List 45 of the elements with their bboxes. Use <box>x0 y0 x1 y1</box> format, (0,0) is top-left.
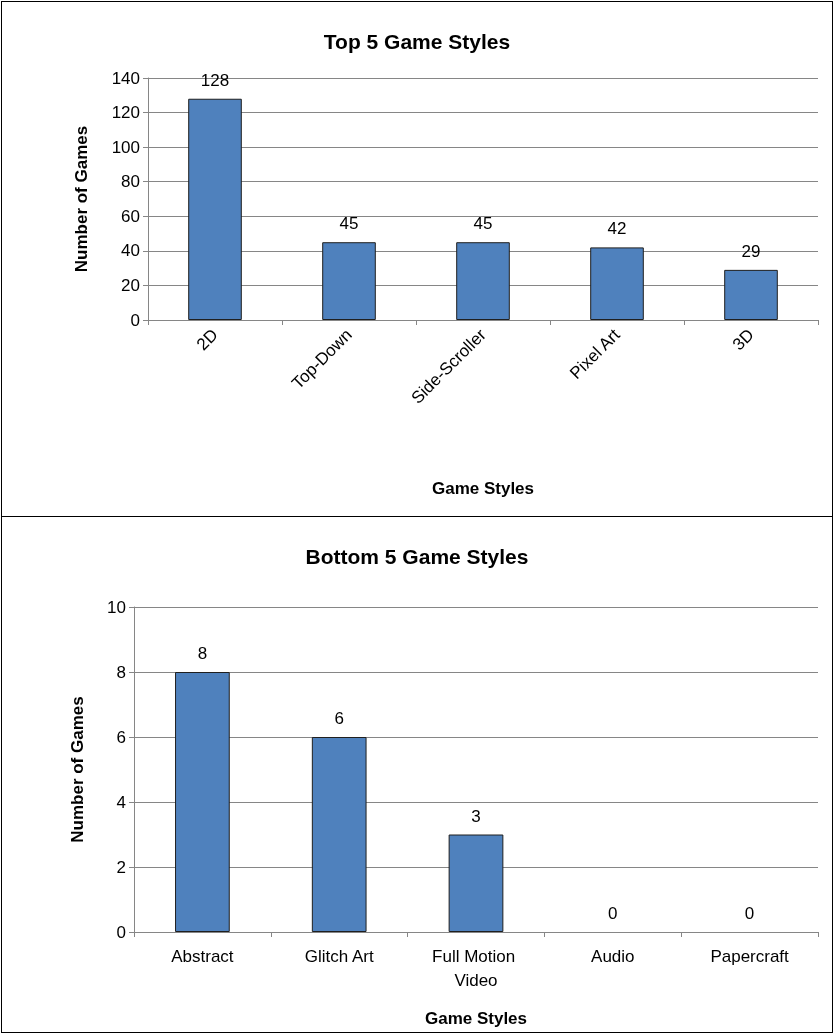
y-tick-label: 4 <box>116 792 126 812</box>
y-tick-label: 60 <box>121 206 140 226</box>
y-tick-label: 8 <box>116 662 126 682</box>
x-tick-label: Audio <box>591 946 635 966</box>
data-label: 0 <box>608 904 618 923</box>
x-tick-label: 2D <box>192 325 222 355</box>
bar <box>188 98 242 320</box>
y-tick-label: 2 <box>116 857 126 877</box>
data-label: 128 <box>200 70 230 90</box>
bar <box>590 247 644 320</box>
bar <box>456 242 510 320</box>
x-tick-label: Full Motion Video <box>432 946 520 990</box>
bar <box>322 242 376 320</box>
x-tick-label: Abstract <box>171 946 234 966</box>
data-label: 45 <box>339 214 359 234</box>
data-label: 45 <box>473 214 493 234</box>
y-axis-title: Number of Games <box>68 696 87 843</box>
y-tick-label: 20 <box>121 275 140 295</box>
x-axis-title: Game Styles <box>431 479 535 498</box>
y-tick-label: 10 <box>107 597 126 617</box>
x-tick-label: Glitch Art <box>304 946 374 966</box>
y-tick-label: 140 <box>111 68 140 88</box>
y-tick-label: 6 <box>116 727 126 747</box>
bar <box>175 672 230 932</box>
data-label: 0 <box>744 904 755 923</box>
y-tick-label: 0 <box>130 310 140 330</box>
x-tick-label: 3D <box>728 325 758 355</box>
chart-title: Bottom 5 Game Styles <box>305 545 529 568</box>
y-tick-label: 80 <box>121 172 140 192</box>
data-label: 3 <box>471 806 481 826</box>
y-tick-label: 0 <box>116 922 126 942</box>
x-tick-label: Papercraft <box>710 946 790 966</box>
bar <box>724 269 778 320</box>
bar <box>448 834 504 932</box>
y-tick-label: 100 <box>111 137 140 157</box>
chart-title: Top 5 Game Styles <box>323 30 511 53</box>
data-label: 42 <box>607 219 627 239</box>
data-label: 29 <box>741 241 761 261</box>
y-tick-label: 120 <box>111 103 140 123</box>
y-tick-label: 40 <box>121 241 140 261</box>
data-label: 6 <box>334 709 344 728</box>
data-label: 8 <box>197 644 208 663</box>
x-axis-title: Game Styles <box>424 1009 528 1028</box>
bar <box>311 737 367 932</box>
y-axis-title: Number of Games <box>72 125 91 273</box>
